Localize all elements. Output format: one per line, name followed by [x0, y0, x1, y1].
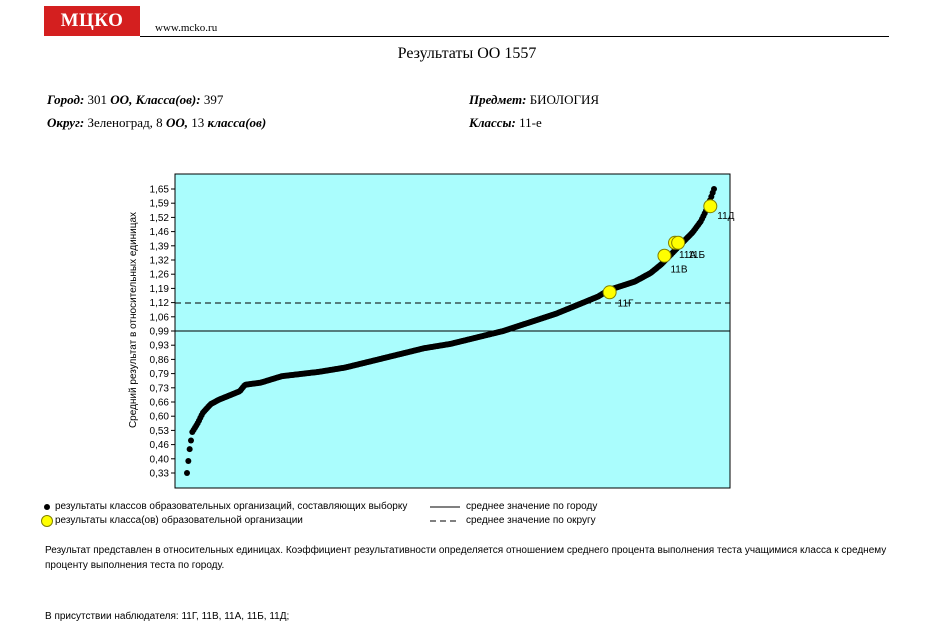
school-class-label: 11А	[679, 250, 696, 261]
y-tick-label: 0,33	[150, 469, 170, 480]
sample-point	[711, 186, 717, 192]
sample-point	[186, 446, 193, 453]
y-tick-label: 0,93	[150, 341, 170, 352]
page-title: Результаты ОО 1557	[397, 45, 537, 62]
observer-note: В присутствии наблюдателя: 11Г, 11В, 11А…	[45, 611, 290, 622]
sample-point	[187, 437, 194, 444]
district-value: Зеленоград, 8	[87, 115, 163, 130]
site-url[interactable]: www.mcko.ru	[155, 22, 218, 34]
sample-point	[185, 458, 192, 465]
y-tick-label: 1,52	[150, 213, 170, 224]
district-label: Округ:	[47, 115, 85, 130]
y-tick-label: 1,19	[150, 284, 170, 295]
city-count: 301	[87, 92, 108, 107]
district-classes-label: класса(ов)	[207, 115, 267, 130]
y-tick-label: 0,66	[150, 398, 170, 409]
grades-value: 11-е	[519, 115, 542, 130]
legend-district-label: среднее значение по округу	[466, 515, 596, 526]
legend-school-marker	[41, 515, 53, 527]
y-tick-label: 1,65	[150, 185, 170, 196]
school-class-point	[703, 199, 718, 214]
legend-sample-label: результаты классов образовательных орган…	[55, 501, 408, 512]
school-class-label: 11Г	[618, 298, 634, 309]
district-oo-label: ОО,	[165, 115, 188, 130]
school-class-point	[657, 248, 672, 263]
district-info: Округ: Зеленоград, 8 ОО, 13 класса(ов)	[47, 115, 266, 131]
y-tick-label: 1,39	[150, 241, 170, 252]
oo-classes-count: 397	[203, 92, 224, 107]
sample-points	[184, 186, 717, 476]
header-divider	[140, 36, 889, 37]
sample-point	[184, 470, 190, 476]
y-tick-label: 0,79	[150, 369, 170, 380]
y-tick-label: 0,99	[150, 327, 170, 338]
school-class-point	[671, 235, 686, 250]
school-class-point	[602, 285, 617, 300]
city-info: Город: 301 ОО, Класса(ов): 397	[47, 92, 223, 108]
y-tick-label: 1,59	[150, 199, 170, 210]
school-class-label: 11В	[670, 265, 687, 276]
school-class-label: 11Д	[717, 211, 734, 222]
y-axis: 0,33 0,40 0,46 0,53 0,60 0,66 0,73 0,79 0,86 0,93…	[150, 174, 176, 488]
district-classes-count: 13	[191, 115, 205, 130]
subject-value: БИОЛОГИЯ	[529, 92, 600, 107]
city-label: Город:	[47, 92, 85, 107]
legend-school-label: результаты класса(ов) образовательной ор…	[55, 515, 303, 526]
y-tick-label: 0,53	[150, 426, 170, 437]
grades-label: Классы:	[469, 115, 516, 130]
y-tick-label: 0,40	[150, 454, 170, 465]
oo-classes-label: ОО, Класса(ов):	[110, 92, 201, 107]
mcko-logo: МЦКО	[44, 6, 140, 36]
y-tick-label: 1,06	[150, 312, 170, 323]
school-class-label: 11Б	[688, 250, 705, 261]
legend-city-label: среднее значение по городу	[466, 501, 598, 512]
y-tick-label: 0,73	[150, 383, 170, 394]
y-tick-label: 0,46	[150, 440, 170, 451]
y-tick-label: 0,60	[150, 412, 170, 423]
subject-label: Предмет:	[469, 92, 527, 107]
y-tick-label: 0,86	[150, 355, 170, 366]
y-axis-label: Средний результат в относительных единиц…	[128, 212, 139, 428]
subject-info: Предмет: БИОЛОГИЯ	[469, 92, 599, 108]
y-tick-label: 1,32	[150, 256, 170, 267]
y-tick-label: 1,12	[150, 298, 170, 309]
y-tick-label: 1,46	[150, 227, 170, 238]
explanation-note: Результат представлен в относительных ед…	[45, 545, 887, 571]
legend-sample-marker	[44, 504, 50, 510]
grades-info: Классы: 11-е	[469, 115, 542, 131]
y-tick-label: 1,26	[150, 270, 170, 281]
